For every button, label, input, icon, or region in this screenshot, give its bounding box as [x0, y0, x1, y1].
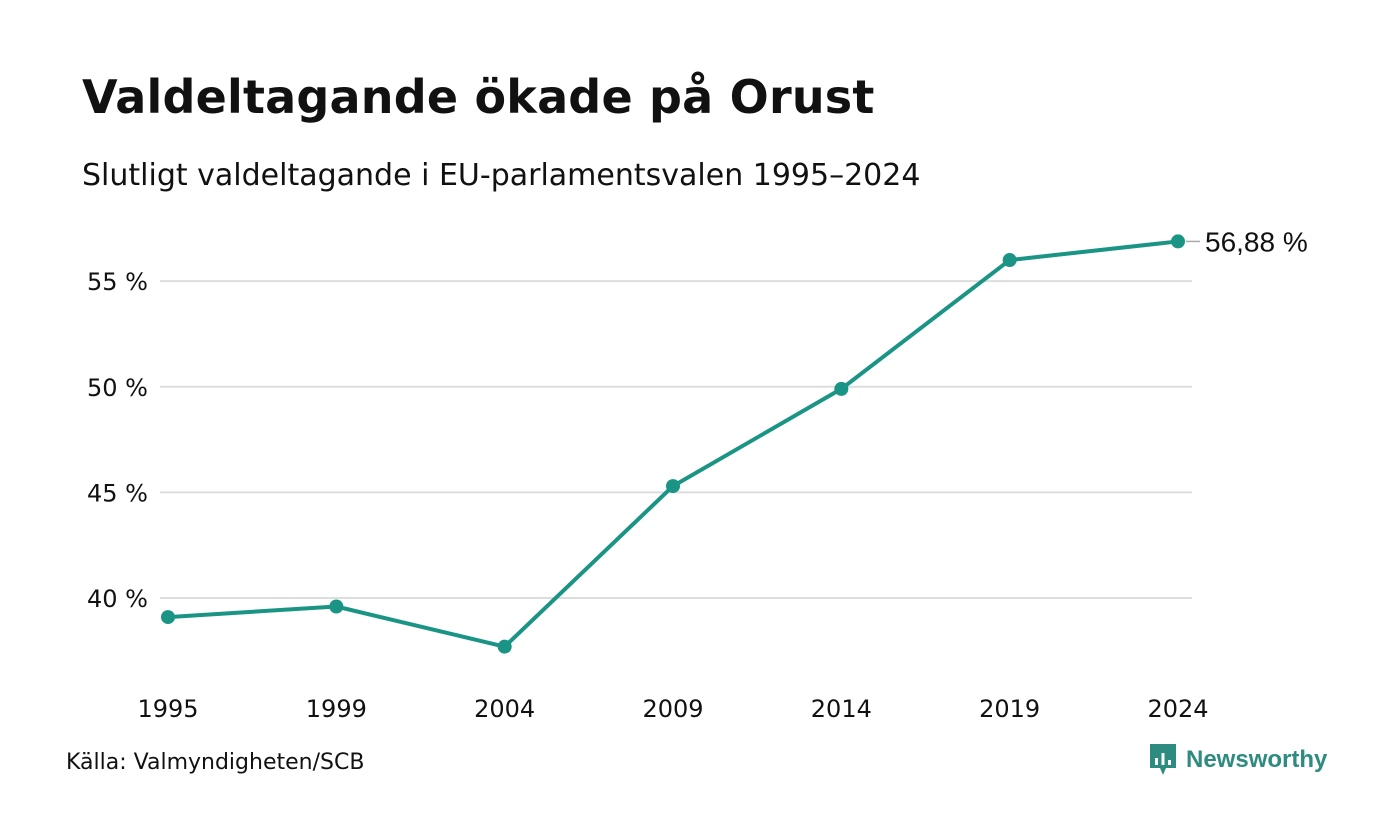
- end-value-label: 56,88 %: [1205, 226, 1308, 257]
- x-tick-label: 1999: [306, 695, 367, 723]
- chart-title: Valdeltagande ökade på Orust: [82, 70, 875, 124]
- brand-name: Newsworthy: [1186, 746, 1328, 773]
- data-point: [1171, 234, 1185, 249]
- end-label-group: 56,88 %: [1186, 226, 1308, 257]
- data-point: [1002, 253, 1017, 268]
- x-tick-label: 2024: [1147, 695, 1208, 723]
- data-point: [161, 610, 175, 625]
- brand-logo: Newsworthy: [1148, 742, 1327, 778]
- x-tick-label: 2004: [474, 695, 535, 723]
- y-tick-label: 55 %: [87, 268, 148, 296]
- series-line-group: [166, 239, 1180, 649]
- x-axis-ticks: 1995 1999 2004 2009 2014 2019 2024: [137, 695, 1208, 723]
- data-point: [329, 599, 344, 614]
- source-note: Källa: Valmyndigheten/SCB: [66, 750, 365, 775]
- data-point: [497, 639, 512, 654]
- data-point: [666, 479, 680, 494]
- x-tick-label: 2014: [811, 695, 872, 723]
- series-line: [166, 239, 1180, 649]
- data-points: [161, 234, 1185, 654]
- newsworthy-logo-icon: [1150, 744, 1176, 775]
- x-tick-label: 1995: [137, 695, 198, 723]
- gridlines: [160, 280, 1192, 600]
- x-tick-label: 2009: [642, 695, 703, 723]
- chart-subtitle: Slutligt valdeltagande i EU-parlamentsva…: [82, 158, 921, 193]
- y-tick-label: 45 %: [87, 479, 148, 507]
- y-tick-label: 40 %: [87, 585, 148, 613]
- data-point: [834, 381, 849, 396]
- y-axis-ticks: 40 % 45 % 50 % 55 %: [87, 268, 148, 613]
- y-tick-label: 50 %: [87, 374, 148, 402]
- x-tick-label: 2019: [979, 695, 1040, 723]
